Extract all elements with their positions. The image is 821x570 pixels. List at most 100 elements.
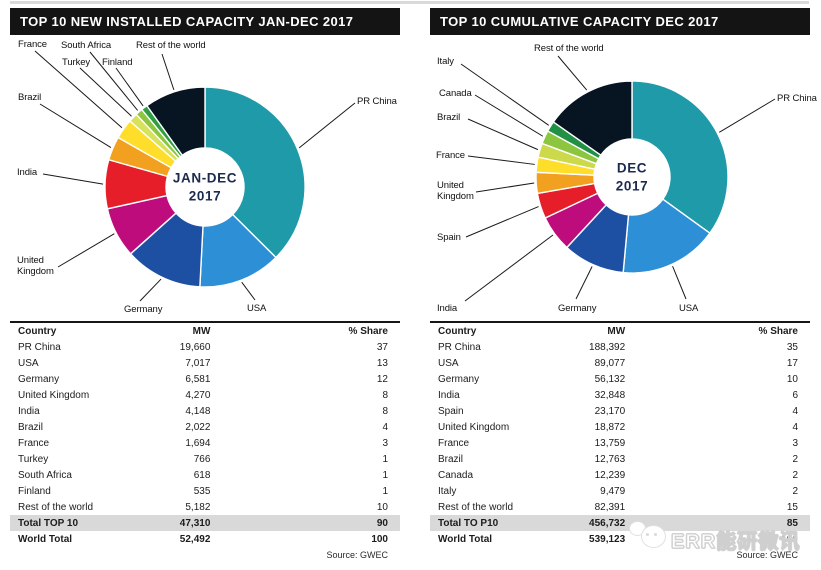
cell-mw: 2,022: [185, 421, 211, 433]
cell-country: Germany: [438, 373, 480, 385]
slice-label-united-kingdom: United Kingdom: [437, 180, 474, 203]
donut-chart: [34, 50, 356, 302]
table-row-india: India 32,848 6: [430, 387, 810, 403]
table-row-france: France 13,759 3: [430, 435, 810, 451]
slice-label-united-kingdom: United Kingdom: [17, 255, 54, 278]
cell-mw: 32,848: [594, 389, 626, 401]
watermark: ERR能研微讯: [630, 516, 800, 554]
cell-country: United Kingdom: [438, 421, 510, 433]
cell-country: Italy: [438, 485, 457, 497]
table-row-germany: Germany 56,132 10: [430, 371, 810, 387]
cell-share: 17: [786, 357, 798, 369]
chat-bubble-small-icon: [630, 522, 645, 535]
donut-slice-usa: [622, 198, 711, 274]
leader-line-finland: [115, 67, 144, 107]
capacity-table: Country MW % Share PR China 188,392 35 USA 8…: [430, 321, 810, 547]
cell-mw: 188,392: [589, 341, 626, 353]
total-share: 85: [786, 517, 798, 529]
leader-line-germany: [575, 266, 593, 300]
donut-hole: [166, 148, 244, 226]
table-row-india: India 4,148 8: [10, 403, 400, 419]
world-total-row: World Total 52,492 100: [10, 531, 400, 547]
slice-label-turkey: Turkey: [62, 57, 91, 68]
table-row-rest-of-the-world: Rest of the world 82,391 15: [430, 499, 810, 515]
total-label: Total TOP 10: [18, 517, 79, 529]
leader-line-rest-of-the-world: [557, 55, 588, 91]
center-label-year: 2017: [615, 178, 649, 193]
cell-mw: 18,872: [594, 421, 626, 433]
table-body: PR China 19,660 37 USA 7,017 13 Germany 6,581 12…: [10, 339, 400, 515]
cell-mw: 4,270: [185, 389, 211, 401]
leader-line-usa: [241, 281, 256, 301]
top-divider: [10, 1, 809, 4]
slice-label-spain: Spain: [437, 232, 461, 243]
cell-mw: 6,581: [185, 373, 211, 385]
cell-share: 3: [792, 437, 798, 449]
slice-label-italy: Italy: [437, 56, 454, 67]
cell-share: 8: [382, 389, 388, 401]
table-row-rest-of-the-world: Rest of the world 5,182 10: [10, 499, 400, 515]
cell-mw: 9,479: [600, 485, 626, 497]
table-row-pr-china: PR China 188,392 35: [430, 339, 810, 355]
cell-country: Brazil: [438, 453, 464, 465]
center-label-period: DEC: [616, 160, 648, 176]
cell-share: 2: [792, 453, 798, 465]
chat-bubble-face-icon: [642, 526, 665, 547]
total-mw: 456,732: [589, 517, 626, 529]
slice-label-india: India: [17, 167, 38, 178]
source-label: Source: GWEC: [326, 550, 388, 560]
cell-country: India: [18, 405, 40, 417]
leader-line-india: [42, 173, 104, 185]
capacity-table: Country MW % Share PR China 19,660 37 USA 7,…: [10, 321, 400, 547]
cell-mw: 13,759: [594, 437, 626, 449]
col-header-mw: MW: [192, 325, 211, 337]
table-row-spain: Spain 23,170 4: [430, 403, 810, 419]
slice-label-rest-of-the-world: Rest of the world: [136, 40, 206, 51]
cell-country: USA: [18, 357, 39, 369]
cell-mw: 766: [193, 453, 211, 465]
cell-country: Turkey: [18, 453, 49, 465]
leader-line-brazil: [467, 118, 539, 151]
table-row-united-kingdom: United Kingdom 4,270 8: [10, 387, 400, 403]
cell-share: 8: [382, 405, 388, 417]
cell-share: 1: [382, 453, 388, 465]
cell-mw: 4,148: [185, 405, 211, 417]
chart-title: TOP 10 CUMULATIVE CAPACITY DEC 2017: [440, 14, 719, 29]
cell-mw: 535: [193, 485, 211, 497]
slice-label-germany: Germany: [124, 304, 163, 315]
cell-country: Spain: [438, 405, 464, 417]
cell-mw: 12,239: [594, 469, 626, 481]
leader-line-turkey: [79, 67, 132, 117]
cell-country: PR China: [18, 341, 61, 353]
slice-label-finland: Finland: [102, 57, 133, 68]
cell-mw: 56,132: [594, 373, 626, 385]
cell-share: 1: [382, 469, 388, 481]
cell-country: Canada: [438, 469, 474, 481]
cell-country: Rest of the world: [438, 501, 514, 513]
cell-share: 2: [792, 469, 798, 481]
cell-share: 4: [792, 421, 798, 433]
slice-label-south-africa: South Africa: [61, 40, 112, 51]
leader-line-usa: [672, 266, 687, 300]
cell-share: 35: [786, 341, 798, 353]
slice-label-canada: Canada: [439, 88, 472, 99]
donut-hole: [594, 139, 670, 215]
cell-country: South Africa: [18, 469, 72, 481]
cell-country: France: [438, 437, 470, 449]
cell-share: 4: [382, 421, 388, 433]
cell-country: United Kingdom: [18, 389, 90, 401]
table-row-pr-china: PR China 19,660 37: [10, 339, 400, 355]
leader-line-rest-of-the-world: [161, 53, 175, 91]
cell-country: India: [438, 389, 460, 401]
cell-mw: 89,077: [594, 357, 626, 369]
leader-line-canada: [474, 94, 544, 137]
col-header-country: Country: [18, 325, 57, 337]
cell-mw: 618: [193, 469, 211, 481]
slice-label-france: France: [436, 150, 465, 161]
panel-new-installed-capacity: TOP 10 NEW INSTALLED CAPACITY JAN-DEC 20…: [10, 8, 400, 560]
cell-country: Rest of the world: [18, 501, 94, 513]
world-label: World Total: [438, 533, 493, 545]
cell-country: USA: [438, 357, 459, 369]
table-row-brazil: Brazil 12,763 2: [430, 451, 810, 467]
cell-share: 10: [786, 373, 798, 385]
